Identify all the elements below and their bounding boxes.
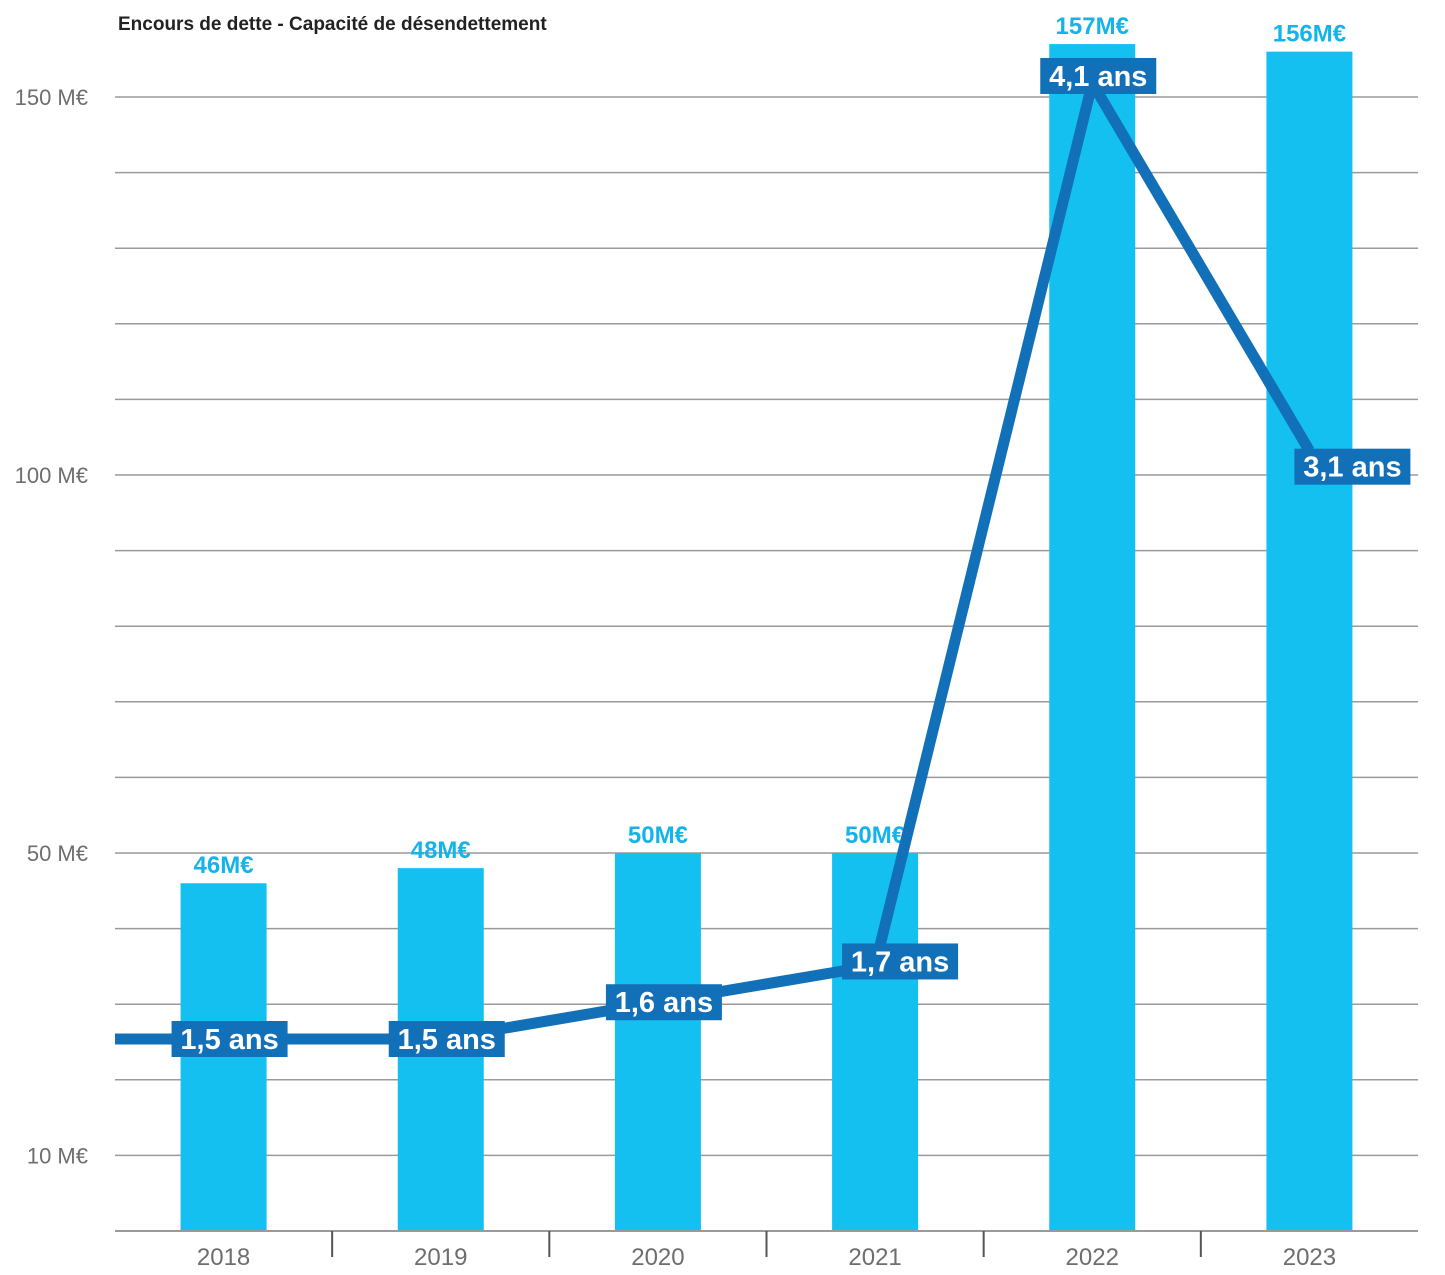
bar [1266,51,1353,1231]
y-tick-label: 100 M€ [15,463,88,488]
line-label-box [388,1021,505,1057]
x-tick-label: 2018 [197,1244,250,1271]
y-tick-label: 50 M€ [27,841,88,866]
line-label-box [1040,57,1157,94]
y-axis-labels: 10 M€ 50 M€ 100 M€ 150 M€ [15,85,88,1168]
bar-value-label: 48M€ [411,837,471,864]
bar-value-label: 156M€ [1273,21,1346,48]
line-value-labels: 1,5 ans 1,5 ans 1,6 ans 1,7 ans 4,1 ans 3,1 a… [171,57,1411,1057]
bar [614,853,701,1231]
bar-value-label: 46M€ [194,852,254,879]
x-axis: 2018 2019 2020 2021 2022 2023 [115,1230,1418,1271]
line-value-label: 4,1 ans [1049,61,1147,93]
bar-value-label: 50M€ [845,822,905,849]
bar-value-labels: 46M€ 48M€ 50M€ 50M€ 157M€ 156M€ [194,13,1347,879]
bar [832,853,919,1231]
line-label-box [171,1021,288,1057]
line-label-box [842,943,959,980]
x-tick-label: 2021 [848,1244,901,1271]
x-tick-label: 2019 [414,1244,467,1271]
x-tick-label: 2023 [1283,1244,1336,1271]
bar [180,883,267,1231]
y-tick-label: 10 M€ [27,1143,88,1168]
bar [1049,44,1136,1232]
x-tick-label: 2022 [1066,1244,1119,1271]
line-label-box [1294,448,1411,485]
bars [180,44,1353,1232]
line-value-label: 3,1 ans [1303,452,1401,484]
y-tick-label: 150 M€ [15,85,88,110]
line-value-label: 1,6 ans [615,987,713,1019]
bar-value-label: 157M€ [1056,13,1129,40]
bar-value-label: 50M€ [628,822,688,849]
gridlines [115,96,1418,1157]
chart-title: Encours de dette - Capacité de désendett… [118,14,547,35]
line-value-label: 1,5 ans [180,1024,278,1056]
line-value-label: 1,7 ans [851,946,949,978]
line-value-label: 1,5 ans [398,1024,496,1056]
x-tick-label: 2020 [631,1244,684,1271]
line-label-box [605,984,722,1021]
